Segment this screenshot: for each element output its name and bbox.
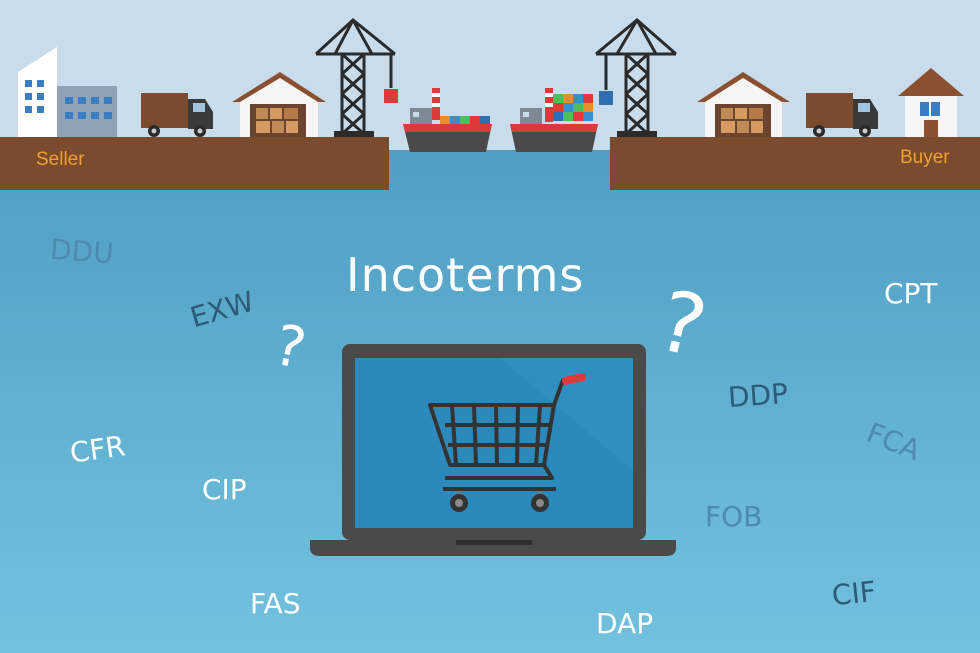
seller-truck-icon xyxy=(141,93,213,137)
buyer-truck-icon xyxy=(806,93,878,137)
seller-warehouse-icon xyxy=(232,72,326,137)
term-cif: CIF xyxy=(830,574,878,613)
sky xyxy=(0,0,980,160)
term-ddp: DDP xyxy=(726,376,790,415)
buyer-house-icon xyxy=(898,68,964,137)
seller-building-icon xyxy=(18,47,117,137)
term-dap: DAP xyxy=(596,607,654,640)
term-cpt: CPT xyxy=(884,277,938,310)
laptop-icon xyxy=(310,344,676,556)
buyer-ship-icon xyxy=(510,88,598,152)
term-ddu: DDU xyxy=(48,232,115,271)
term-fob: FOB xyxy=(705,500,763,533)
seller-label: Seller xyxy=(36,149,85,170)
buyer-warehouse-icon xyxy=(697,72,790,137)
term-cip: CIP xyxy=(202,473,247,506)
buyer-ground xyxy=(610,137,980,190)
buyer-label: Buyer xyxy=(900,147,950,168)
seller-ship-icon xyxy=(403,88,492,152)
page-title: Incoterms xyxy=(346,248,585,302)
term-fas: FAS xyxy=(250,587,301,620)
seller-ground xyxy=(0,137,389,190)
term-cfr: CFR xyxy=(67,429,128,470)
